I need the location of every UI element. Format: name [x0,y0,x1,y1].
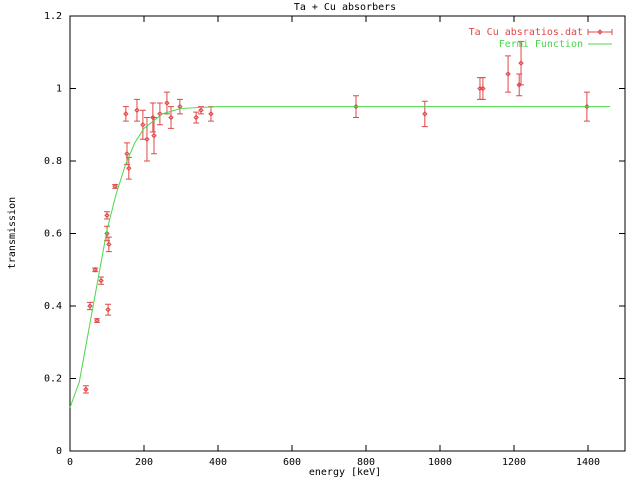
legend-label: Ta Cu absratios.dat [469,27,583,38]
data-point [164,100,170,106]
x-tick-label: 200 [135,457,153,468]
data-point [193,114,199,121]
data-point [477,85,483,92]
y-tick-label: 0.8 [44,156,62,167]
x-tick-label: 800 [357,457,375,468]
error-bar [479,77,486,100]
x-tick-label: 600 [283,457,301,468]
error-bar [421,100,428,128]
error-bar [176,98,183,115]
legend-swatch [587,29,613,35]
data-point [134,107,140,113]
data-point [124,151,130,157]
data-point [422,111,428,117]
y-axis-label: transmission [7,197,18,269]
data-point [83,386,89,393]
data-point [104,212,110,219]
data-point [505,71,511,77]
data-point [98,277,104,284]
data-point [518,60,524,66]
data-point [123,111,129,117]
x-tick-label: 0 [67,457,73,468]
data-point [112,183,118,190]
data-point [151,132,157,139]
error-bar [505,55,512,93]
error-bar [168,106,175,129]
error-bar [143,117,150,162]
data-point [92,267,98,273]
data-point [140,122,146,128]
data-point [94,317,100,324]
data-point [177,103,183,110]
data-point [208,111,214,117]
error-bar [105,303,112,316]
data-point [480,85,486,92]
x-axis-label: energy [keV] [309,467,381,478]
data-point [126,165,132,171]
y-tick-label: 0.6 [44,229,62,240]
data-point [106,241,112,248]
error-bar [105,236,112,253]
error-bar [122,106,129,122]
fit-line [69,106,611,408]
y-tick-label: 0.4 [44,301,62,312]
y-tick-label: 0.2 [44,374,62,385]
data-point [168,114,174,121]
chart-title: Ta + Cu absorbers [294,2,396,13]
x-tick-label: 400 [209,457,227,468]
x-tick-label: 1200 [502,457,526,468]
y-tick-label: 0 [56,446,62,457]
data-point [144,136,150,142]
data-point [105,306,111,313]
y-tick-label: 1.2 [44,11,62,22]
error-bar [518,40,525,86]
error-bar [150,117,157,155]
error-bar [156,102,163,126]
y-tick-label: 1 [56,84,62,95]
error-bar [133,98,140,122]
x-tick-label: 1000 [428,457,452,468]
data-point [87,303,93,309]
x-tick-label: 1400 [576,457,600,468]
error-bar [163,91,170,115]
legend-label: Fermi Function [499,39,583,50]
data-point [198,107,204,113]
error-bar [193,111,200,124]
